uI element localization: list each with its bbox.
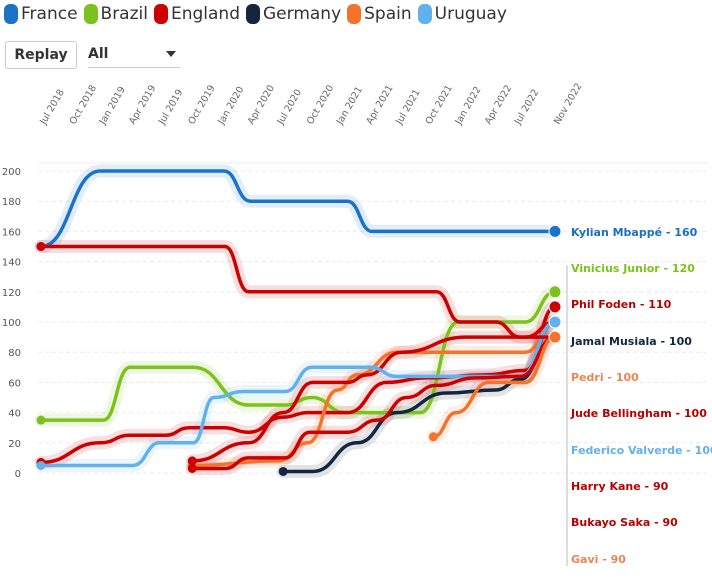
- series-line: [39, 320, 557, 468]
- x-tick-label: Oct 2018: [68, 83, 99, 126]
- series-start-point: [36, 460, 46, 470]
- series-end-label: Jude Bellingham - 100: [570, 407, 707, 420]
- series-end-point: [548, 285, 562, 299]
- y-tick-label: 0: [15, 469, 21, 480]
- x-tick-label: Oct 2019: [186, 83, 217, 126]
- legend-item-brazil[interactable]: Brazil: [83, 4, 148, 24]
- y-tick-label: 120: [2, 288, 21, 299]
- series-line: [190, 320, 557, 463]
- series-line: [39, 169, 557, 249]
- series-end-point: [548, 224, 562, 238]
- series-end-label: Federico Valverde - 100: [571, 444, 712, 457]
- series-end-label: Jamal Musiala - 100: [570, 335, 692, 348]
- y-tick-label: 80: [8, 348, 21, 359]
- legend-label: Brazil: [100, 4, 148, 24]
- x-tick-label: Jan 2021: [334, 85, 365, 128]
- england-swatch-icon: [153, 4, 168, 24]
- y-tick-label: 60: [8, 378, 21, 389]
- x-tick-label: Apr 2021: [364, 83, 395, 126]
- series-line: [431, 335, 557, 439]
- france-swatch-icon: [4, 4, 18, 24]
- brazil-swatch-icon: [83, 4, 98, 24]
- legend-label: Spain: [364, 4, 412, 24]
- legend-label: England: [170, 4, 240, 24]
- chevron-down-icon: [166, 51, 176, 57]
- y-tick-label: 200: [2, 167, 21, 178]
- spain-swatch-icon: [347, 4, 362, 24]
- y-tick-label: 160: [2, 227, 21, 238]
- y-tick-label: 180: [2, 197, 21, 208]
- x-tick-label: Jan 2019: [97, 85, 128, 128]
- x-tick-label: Oct 2020: [305, 83, 336, 126]
- series-end-point: [548, 330, 562, 344]
- series-end-label: Pedri - 100: [571, 371, 639, 384]
- series-end-label: Harry Kane - 90: [571, 480, 669, 493]
- series-start-point: [187, 456, 197, 466]
- filter-value: All: [88, 46, 109, 62]
- legend-label: France: [21, 4, 78, 24]
- x-tick-label: Apr 2022: [483, 83, 514, 126]
- series-end-label: Kylian Mbappé - 160: [571, 226, 698, 239]
- series-line: [39, 244, 557, 339]
- legend-item-germany[interactable]: Germany: [246, 4, 341, 24]
- series-start-point: [278, 466, 288, 476]
- legend: France Brazil England Germany Spain Urug…: [4, 4, 507, 24]
- x-tick-label: Jul 2021: [393, 88, 422, 128]
- x-tick-label: Apr 2020: [246, 83, 277, 126]
- legend-label: Germany: [263, 4, 342, 24]
- series-end-label: Vinicius Junior - 120: [571, 262, 695, 275]
- series-end-label: Gavi - 90: [571, 553, 626, 566]
- filter-select[interactable]: All: [88, 41, 180, 68]
- y-tick-label: 100: [2, 318, 21, 329]
- x-tick-label: Jul 2020: [275, 88, 304, 128]
- series-end-label: Phil Foden - 110: [571, 298, 672, 311]
- series-start-point: [36, 415, 46, 425]
- legend-item-uruguay[interactable]: Uruguay: [417, 4, 507, 24]
- germany-swatch-icon: [246, 4, 260, 24]
- series-glow: [34, 164, 562, 253]
- series-start-point: [187, 463, 197, 473]
- legend-item-england[interactable]: England: [153, 4, 240, 24]
- x-tick-label: Jan 2020: [215, 85, 246, 128]
- y-tick-label: 20: [8, 439, 21, 450]
- x-tick-label: Jul 2018: [38, 88, 67, 128]
- series-line: [281, 320, 557, 474]
- x-tick-label: Oct 2021: [424, 83, 455, 126]
- y-tick-label: 140: [2, 258, 21, 269]
- x-tick-label: Jan 2022: [453, 85, 484, 128]
- uruguay-swatch-icon: [417, 4, 432, 24]
- legend-item-spain[interactable]: Spain: [347, 4, 412, 24]
- series-end-label: Bukayo Saka - 90: [571, 516, 678, 529]
- series-start-point: [36, 242, 46, 251]
- y-tick-label: 40: [8, 409, 21, 420]
- series-end-point: [548, 300, 562, 314]
- x-tick-label: Jul 2019: [156, 88, 185, 128]
- series-line: [190, 335, 557, 471]
- legend-item-france[interactable]: France: [4, 4, 78, 24]
- series-end-point: [548, 315, 562, 329]
- legend-label: Uruguay: [434, 4, 507, 24]
- x-tick-label: Jul 2022: [512, 88, 541, 128]
- replay-button[interactable]: Replay: [5, 41, 77, 69]
- x-tick-label: Nov 2022: [552, 81, 584, 126]
- x-tick-label: Apr 2019: [127, 83, 158, 126]
- series-start-point: [428, 432, 438, 442]
